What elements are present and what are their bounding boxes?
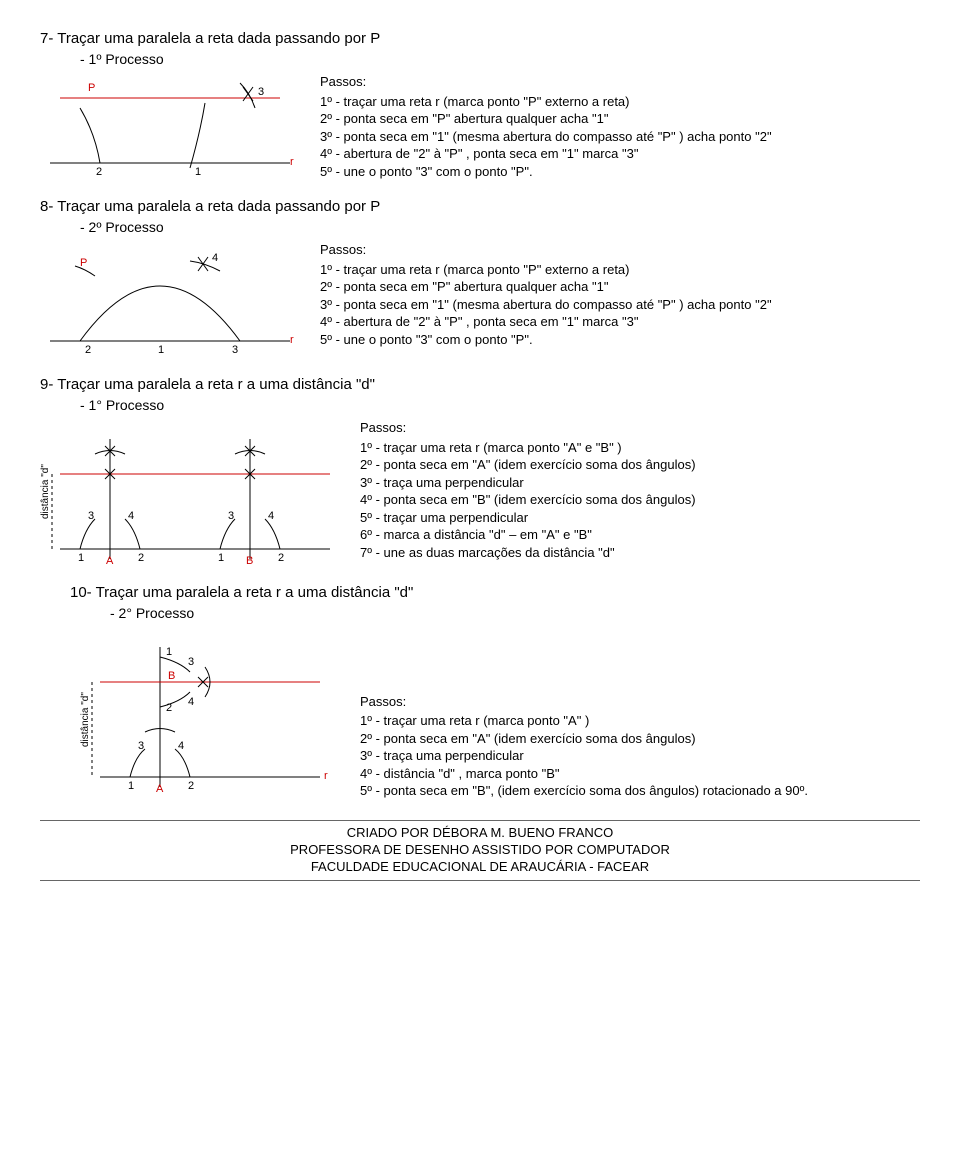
step-line: 4º - ponta seca em "B" (idem exercício s… <box>360 491 920 509</box>
step-line: 1º - traçar uma reta r (marca ponto "A" … <box>360 439 920 457</box>
diagram-8-svg: P r 1 2 3 4 <box>40 241 300 361</box>
section-7-diagram: P r 1 2 3 <box>40 73 300 186</box>
svg-text:1: 1 <box>218 552 224 564</box>
step-line: 3º - ponta seca em "1" (mesma abertura d… <box>320 296 920 314</box>
footer-line-3: FACULDADE EDUCACIONAL DE ARAUCÁRIA - FAC… <box>40 859 920 876</box>
step-line: 3º - ponta seca em "1" (mesma abertura d… <box>320 128 920 146</box>
svg-text:4: 4 <box>178 740 184 752</box>
footer-line-1: CRIADO POR DÉBORA M. BUENO FRANCO <box>40 825 920 842</box>
svg-text:P: P <box>80 257 87 269</box>
svg-text:r: r <box>290 334 294 346</box>
section-9-row: distância "d" A B 1 2 3 4 1 2 <box>40 419 920 572</box>
section-8-title: 8- Traçar uma paralela a reta dada passa… <box>40 198 920 215</box>
section-8-diagram: P r 1 2 3 4 <box>40 241 300 364</box>
svg-text:2: 2 <box>278 552 284 564</box>
section-7-steps: Passos: 1º - traçar uma reta r (marca po… <box>320 73 920 180</box>
svg-text:4: 4 <box>268 510 274 522</box>
svg-text:4: 4 <box>128 510 134 522</box>
diagram-9-svg: distância "d" A B 1 2 3 4 1 2 <box>40 419 340 569</box>
section-10-subtitle: - 2° Processo <box>110 605 920 621</box>
svg-text:B: B <box>246 555 253 567</box>
diagram-7-svg: P r 1 2 3 <box>40 73 300 183</box>
svg-text:2: 2 <box>188 780 194 792</box>
section-8-row: P r 1 2 3 4 Passos: 1º - traçar uma reta… <box>40 241 920 364</box>
step-line: 5º - traçar uma perpendicular <box>360 509 920 527</box>
section-10-title: 10- Traçar uma paralela a reta r a uma d… <box>70 584 920 601</box>
svg-text:P: P <box>88 82 95 94</box>
step-line: 5º - ponta seca em "B", (idem exercício … <box>360 782 920 800</box>
section-9-steps: Passos: 1º - traçar uma reta r (marca po… <box>360 419 920 561</box>
svg-text:2: 2 <box>96 166 102 178</box>
section-8-subtitle: - 2º Processo <box>80 219 920 235</box>
svg-text:1: 1 <box>166 646 172 658</box>
section-9-subtitle: - 1° Processo <box>80 397 920 413</box>
step-line: 2º - ponta seca em "P" abertura qualquer… <box>320 278 920 296</box>
svg-text:2: 2 <box>138 552 144 564</box>
step-line: 4º - abertura de "2" à "P" , ponta seca … <box>320 313 920 331</box>
section-7-row: P r 1 2 3 Passos: 1º - traçar uma reta r… <box>40 73 920 186</box>
step-line: 3º - traça uma perpendicular <box>360 474 920 492</box>
svg-text:2: 2 <box>85 344 91 356</box>
svg-text:3: 3 <box>228 510 234 522</box>
svg-text:3: 3 <box>188 656 194 668</box>
diagram-10-svg: distância "d" A B r 1 2 3 4 1 2 3 4 <box>80 627 340 797</box>
step-line: 1º - traçar uma reta r (marca ponto "P" … <box>320 93 920 111</box>
svg-text:distância "d": distância "d" <box>80 692 91 747</box>
step-line: 6º - marca a distância "d" – em "A" e "B… <box>360 526 920 544</box>
page-footer: CRIADO POR DÉBORA M. BUENO FRANCO PROFES… <box>40 820 920 881</box>
svg-text:1: 1 <box>128 780 134 792</box>
step-line: 1º - traçar uma reta r (marca ponto "A" … <box>360 712 920 730</box>
section-9-title: 9- Traçar uma paralela a reta r a uma di… <box>40 376 920 393</box>
svg-text:3: 3 <box>88 510 94 522</box>
steps-label: Passos: <box>360 693 920 711</box>
svg-text:A: A <box>156 783 164 795</box>
step-line: 5º - une o ponto "3" com o ponto "P". <box>320 331 920 349</box>
svg-text:3: 3 <box>232 344 238 356</box>
svg-text:A: A <box>106 555 114 567</box>
svg-text:distância "d": distância "d" <box>40 464 51 519</box>
svg-text:3: 3 <box>258 86 264 98</box>
step-line: 4º - distância "d" , marca ponto "B" <box>360 765 920 783</box>
svg-text:1: 1 <box>78 552 84 564</box>
svg-text:r: r <box>290 156 294 168</box>
svg-text:1: 1 <box>158 344 164 356</box>
step-line: 2º - ponta seca em "A" (idem exercício s… <box>360 730 920 748</box>
svg-text:2: 2 <box>166 702 172 714</box>
svg-text:3: 3 <box>138 740 144 752</box>
footer-line-2: PROFESSORA DE DESENHO ASSISTIDO POR COMP… <box>40 842 920 859</box>
step-line: 7º - une as duas marcações da distância … <box>360 544 920 562</box>
steps-label: Passos: <box>320 241 920 259</box>
step-line: 1º - traçar uma reta r (marca ponto "P" … <box>320 261 920 279</box>
section-7-subtitle: - 1º Processo <box>80 51 920 67</box>
step-line: 4º - abertura de "2" à "P" , ponta seca … <box>320 145 920 163</box>
section-7-title: 7- Traçar uma paralela a reta dada passa… <box>40 30 920 47</box>
svg-text:4: 4 <box>212 252 218 264</box>
section-10-row: distância "d" A B r 1 2 3 4 1 2 3 4 Pass… <box>40 627 920 800</box>
step-line: 2º - ponta seca em "P" abertura qualquer… <box>320 110 920 128</box>
step-line: 5º - une o ponto "3" com o ponto "P". <box>320 163 920 181</box>
svg-text:4: 4 <box>188 696 194 708</box>
steps-label: Passos: <box>320 73 920 91</box>
section-8-steps: Passos: 1º - traçar uma reta r (marca po… <box>320 241 920 348</box>
svg-text:r: r <box>324 770 328 782</box>
svg-text:B: B <box>168 670 175 682</box>
step-line: 2º - ponta seca em "A" (idem exercício s… <box>360 456 920 474</box>
step-line: 3º - traça uma perpendicular <box>360 747 920 765</box>
section-10-steps: Passos: 1º - traçar uma reta r (marca po… <box>360 693 920 800</box>
section-9-diagram: distância "d" A B 1 2 3 4 1 2 <box>40 419 340 572</box>
steps-label: Passos: <box>360 419 920 437</box>
svg-text:1: 1 <box>195 166 201 178</box>
section-10-diagram: distância "d" A B r 1 2 3 4 1 2 3 4 <box>80 627 340 800</box>
